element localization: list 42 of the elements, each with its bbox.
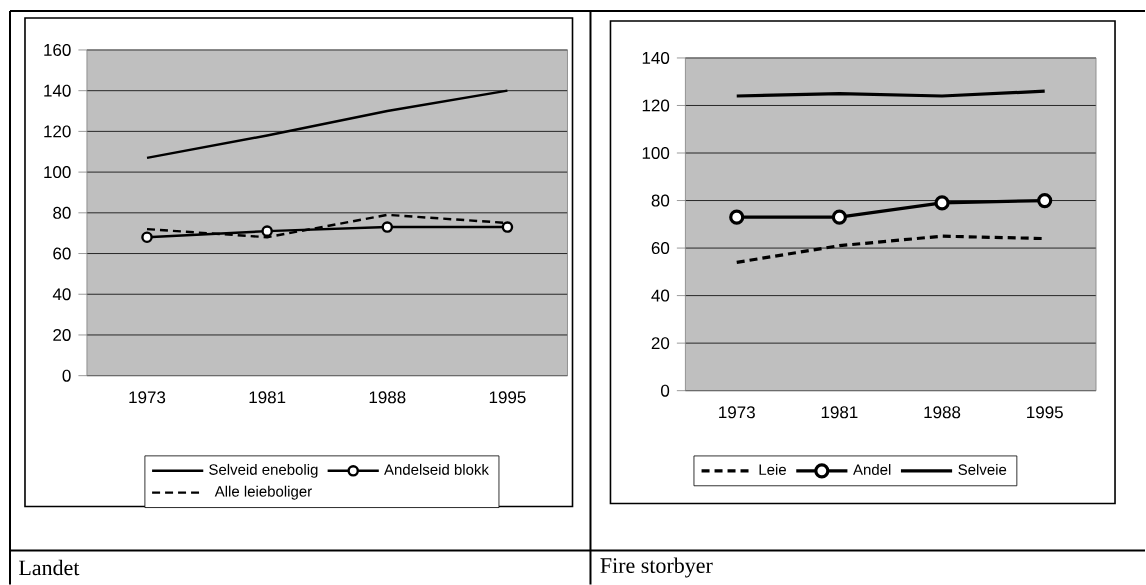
- point: [381, 221, 394, 233]
- y-tick-label: 120: [44, 125, 71, 138]
- x-tick-label: 1988: [924, 406, 961, 419]
- y-tick-label: 80: [53, 206, 71, 219]
- x-tick-label: 1981: [821, 406, 858, 419]
- x-tick-label: 1988: [369, 391, 406, 404]
- text: Landet: [19, 559, 80, 575]
- y-tick-label: 40: [52, 288, 71, 301]
- y-tick-label: 140: [642, 51, 670, 64]
- text: Fire storbyer: [600, 557, 713, 578]
- y-tick-label: 60: [53, 247, 71, 260]
- y-tick-label: 20: [53, 328, 71, 341]
- y-tick-label: 0: [661, 384, 670, 397]
- x-tick-label: 1973: [719, 406, 755, 419]
- x-tick-label: 1973: [129, 391, 166, 404]
- legend-label: Andelseid blokk: [384, 463, 489, 475]
- point: [1037, 192, 1053, 208]
- point: [141, 231, 153, 243]
- point: [831, 209, 847, 225]
- legend-label: Selveid enebolig: [209, 463, 318, 478]
- legend-label: Andel: [853, 463, 891, 475]
- x-tick-label: 1995: [489, 391, 526, 404]
- point: [501, 221, 514, 233]
- y-tick-label: 100: [44, 165, 71, 178]
- y-tick-label: 80: [651, 194, 670, 207]
- y-tick-label: 120: [642, 99, 670, 112]
- legend-label: Leie: [759, 463, 786, 475]
- point: [934, 195, 950, 211]
- line-series: [145, 89, 509, 159]
- y-tick-label: 100: [642, 146, 670, 159]
- y-tick-label: 160: [44, 43, 71, 56]
- y-tick-label: 20: [651, 336, 670, 349]
- legend-label: Alle leieboliger: [214, 485, 312, 500]
- x-tick-label: 1995: [1027, 406, 1063, 419]
- point: [729, 209, 745, 225]
- y-tick-label: 60: [651, 241, 670, 254]
- legend-label: Selveie: [958, 463, 1007, 475]
- x-tick-label: 1981: [249, 391, 286, 404]
- y-tick-label: 40: [651, 289, 670, 302]
- point: [261, 225, 273, 237]
- y-tick-label: 140: [44, 84, 71, 97]
- y-tick-label: 0: [62, 369, 71, 382]
